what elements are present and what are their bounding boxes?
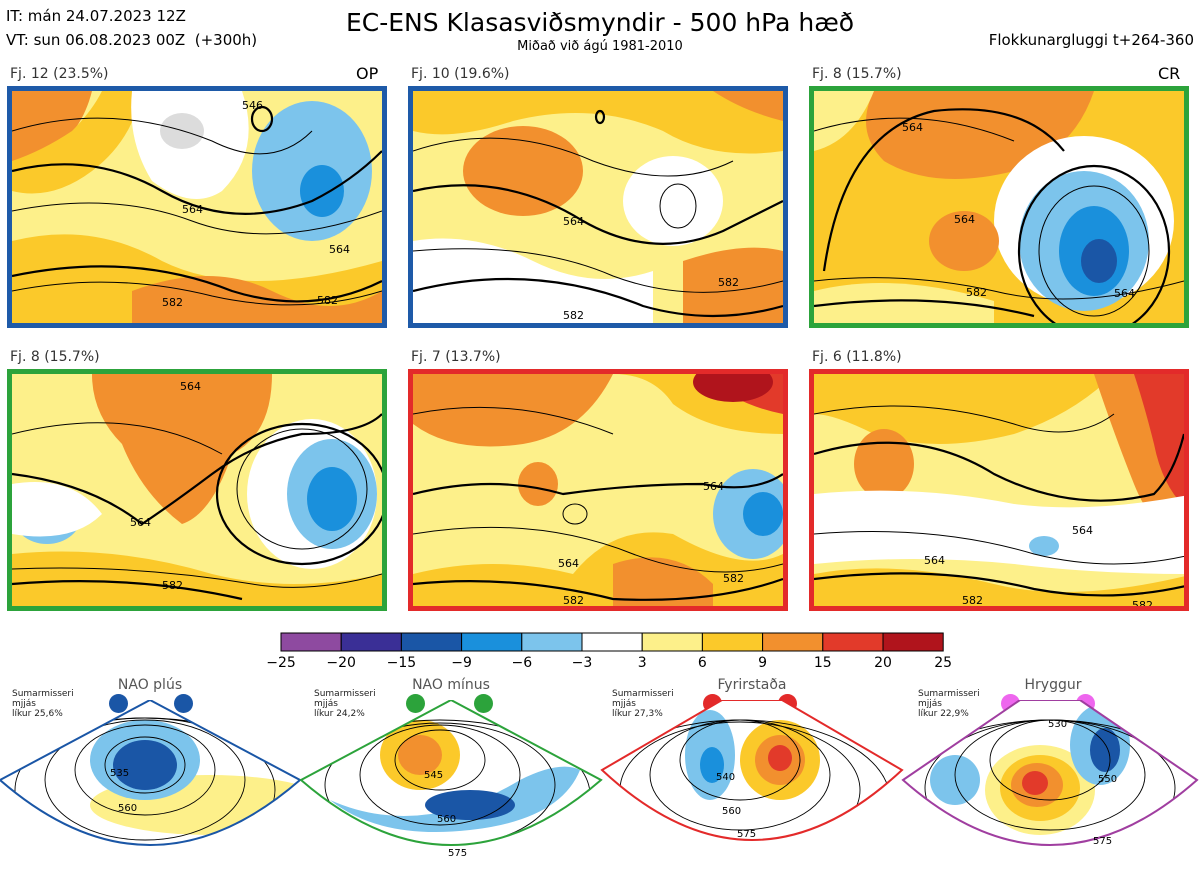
cluster-map-6: 564 564 582 582 xyxy=(809,369,1189,611)
colorbar-cell xyxy=(701,632,764,652)
contour-label: 582 xyxy=(1132,599,1153,611)
colorbar-cell xyxy=(822,632,884,652)
regime-1-title: NAO plús xyxy=(117,677,183,693)
panel-1-tag: OP xyxy=(356,64,379,83)
colorbar-tick-label: 20 xyxy=(874,655,892,671)
contour-label: 582 xyxy=(966,286,987,299)
contour-label: 564 xyxy=(130,516,151,529)
contour-label: 564 xyxy=(563,215,584,228)
colorbar-tick-label: −25 xyxy=(266,655,296,671)
colorbar-tick-label: 6 xyxy=(697,655,707,671)
panel-3-label: Fj. 8 (15.7%) xyxy=(812,66,902,82)
colorbar-tick-label: 9 xyxy=(758,655,768,671)
panel-6-label: Fj. 6 (11.8%) xyxy=(812,349,902,365)
contour-label: 582 xyxy=(563,594,584,607)
chart-title: EC-ENS Klasasviðsmyndir - 500 hPa hæð xyxy=(345,8,855,37)
colorbar-tick-label: 15 xyxy=(813,655,832,671)
colorbar-cell xyxy=(521,632,583,652)
colorbar xyxy=(280,632,944,652)
colorbar-cell xyxy=(340,632,402,652)
regime-2-marker xyxy=(474,694,493,713)
regime-contour-label: 560 xyxy=(437,814,457,825)
regime-4-note: Sumarmisseri mjjás líkur 22,9% xyxy=(918,689,980,719)
issue-time: IT: mán 24.07.2023 12Z xyxy=(6,7,186,25)
regime-2-marker xyxy=(406,694,425,713)
regime-1-marker xyxy=(174,694,193,713)
panel-4-label: Fj. 8 (15.7%) xyxy=(10,349,100,365)
regime-contour-label: 560 xyxy=(722,806,742,817)
regime-contour-label: 575 xyxy=(737,829,757,840)
regime-3-map xyxy=(600,700,904,841)
contour-label: 564 xyxy=(924,554,945,567)
colorbar-tick-label: −9 xyxy=(451,655,472,671)
colorbar-tick-label: 3 xyxy=(637,655,647,671)
cluster-map-5: 564 564 582 582 xyxy=(408,369,788,611)
cluster-window: Flokkunargluggi t+264-360 xyxy=(988,31,1194,49)
cluster-map-4: 564 564 582 xyxy=(7,369,387,611)
contour-label: 582 xyxy=(563,309,584,322)
contour-label: 582 xyxy=(962,594,983,607)
regime-contour-label: 540 xyxy=(716,772,736,783)
panel-5-label: Fj. 7 (13.7%) xyxy=(411,349,501,365)
contour-label: 582 xyxy=(317,294,338,307)
regime-2-title: NAO mínus xyxy=(412,677,490,693)
contour-label: 564 xyxy=(1114,287,1135,300)
contour-label: 582 xyxy=(162,296,183,309)
cluster-map-1: 546 564 582 582 564 xyxy=(7,86,387,328)
regime-contour-label: 535 xyxy=(110,768,130,779)
regime-3-note: Sumarmisseri mjjás líkur 27,3% xyxy=(612,689,674,719)
contour-label: 564 xyxy=(182,203,203,216)
colorbar-cell xyxy=(882,632,944,652)
run-info: IT: mán 24.07.2023 12Z VT: sun 06.08.202… xyxy=(6,4,257,52)
colorbar-cell xyxy=(280,632,342,652)
colorbar-cell xyxy=(461,632,523,652)
regime-contour-label: 575 xyxy=(1093,836,1113,847)
regime-2-map xyxy=(299,700,603,846)
contour-label: 546 xyxy=(242,99,263,112)
regime-contour-label: 575 xyxy=(448,848,468,859)
regime-contour-label: 545 xyxy=(424,770,444,781)
colorbar-tick-label: 25 xyxy=(934,655,953,671)
regime-1-marker xyxy=(109,694,128,713)
regime-4-title: Hryggur xyxy=(1024,677,1082,693)
regime-2-note: Sumarmisseri mjjás líkur 24,2% xyxy=(314,689,376,719)
regime-contour-label: 560 xyxy=(118,803,138,814)
regime-contour-label: 530 xyxy=(1048,719,1068,730)
regime-3-title: Fyrirstaða xyxy=(717,677,787,693)
regime-maps xyxy=(0,700,1199,846)
contour-label: 582 xyxy=(718,276,739,289)
panel-3-tag: CR xyxy=(1158,64,1181,83)
valid-time: VT: sun 06.08.2023 00Z (+300h) xyxy=(6,31,258,49)
contour-label: 564 xyxy=(558,557,579,570)
chart-subtitle: Miðað við ágú 1981-2010 xyxy=(517,39,683,54)
colorbar-cell xyxy=(762,632,824,652)
colorbar-cell xyxy=(581,632,643,652)
colorbar-cell xyxy=(400,632,463,652)
panel-1-label: Fj. 12 (23.5%) xyxy=(10,66,109,82)
contour-label: 564 xyxy=(954,213,975,226)
contour-label: 582 xyxy=(723,572,744,585)
contour-label: 564 xyxy=(1072,524,1093,537)
contour-label: 564 xyxy=(329,243,350,256)
colorbar-tick-label: −6 xyxy=(511,655,533,671)
regime-1-note: Sumarmisseri mjjás líkur 25,6% xyxy=(12,689,74,719)
cluster-map-3: 564 564 582 564 xyxy=(809,86,1189,328)
cluster-map-2: 564 582 582 xyxy=(408,86,788,328)
contour-label: 564 xyxy=(180,380,201,393)
regime-1-map xyxy=(0,700,302,846)
colorbar-tick-label: −15 xyxy=(386,655,417,671)
colorbar-cell xyxy=(641,632,703,652)
contour-label: 564 xyxy=(703,480,724,493)
regime-contour-label: 550 xyxy=(1098,774,1118,785)
colorbar-tick-label: −20 xyxy=(326,655,356,671)
contour-label: 564 xyxy=(902,121,923,134)
panel-2-label: Fj. 10 (19.6%) xyxy=(411,66,510,82)
contour-label: 582 xyxy=(162,579,183,592)
colorbar-tick-label: −3 xyxy=(571,655,593,671)
